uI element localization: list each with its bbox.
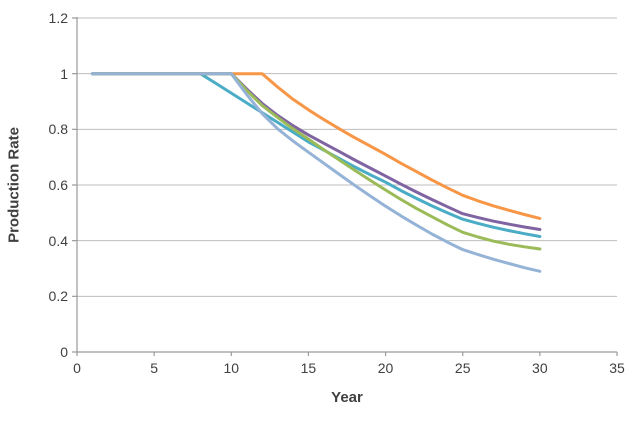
- x-tick-label: 35: [609, 360, 625, 376]
- y-tick-label: 0.2: [48, 288, 68, 305]
- x-tick-label: 20: [377, 360, 394, 376]
- teal-curve: [90, 72, 542, 238]
- y-tick-label: 0.8: [48, 121, 68, 138]
- purple-curve: [90, 72, 542, 231]
- y-tick-label: 0: [60, 344, 68, 360]
- x-tick-label: 10: [223, 360, 240, 376]
- x-tick-label: 0: [73, 360, 81, 376]
- y-tick-label: 0.6: [48, 177, 68, 193]
- x-tick-label: 15: [300, 360, 317, 376]
- y-tick-label: 1.2: [48, 10, 68, 26]
- x-tick-label: 30: [532, 360, 548, 376]
- x-tick-label: 25: [454, 360, 471, 376]
- lightblue-curve: [90, 72, 542, 273]
- y-tick-label: 0.4: [48, 232, 68, 249]
- x-tick-label: 5: [150, 360, 159, 376]
- y-tick-label: 1: [60, 65, 68, 82]
- x-axis-title: Year: [331, 389, 363, 406]
